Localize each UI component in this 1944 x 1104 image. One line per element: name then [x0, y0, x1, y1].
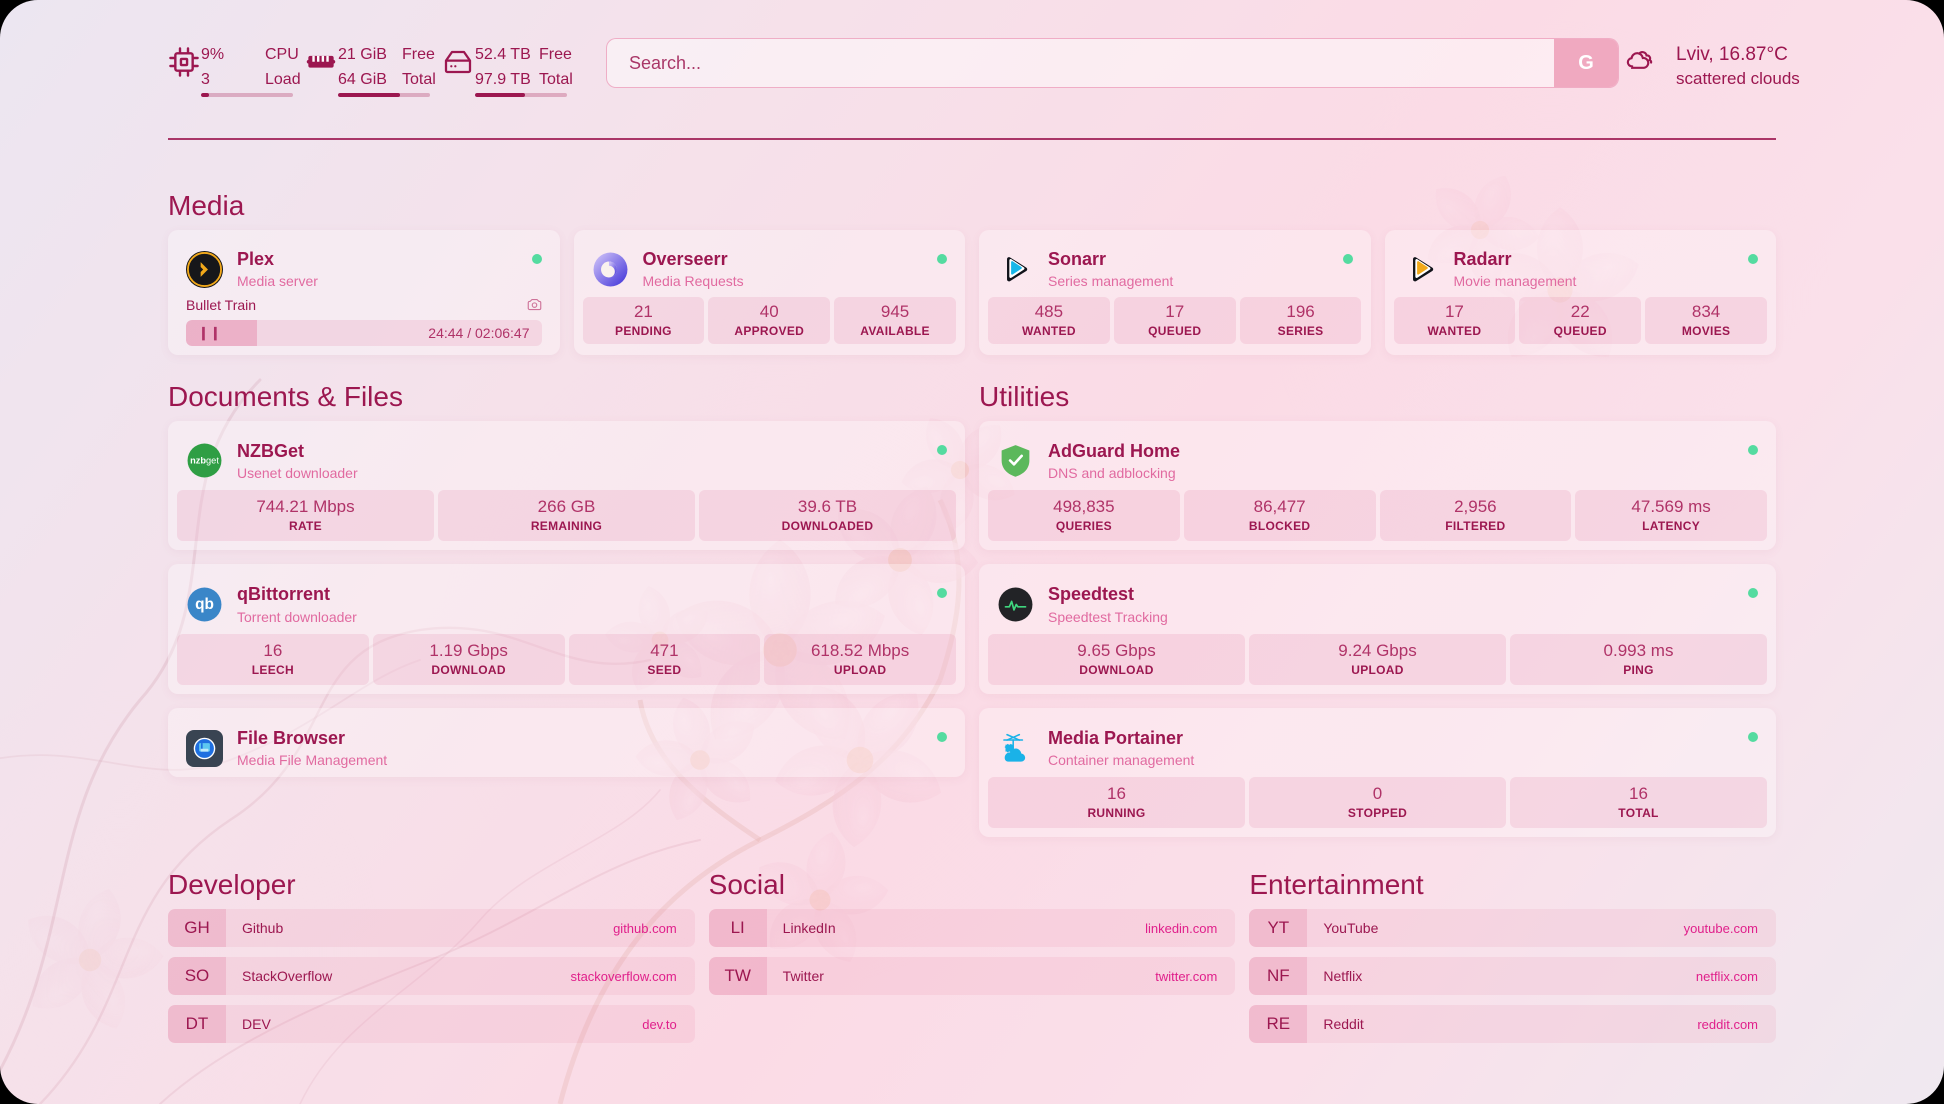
- svg-text:nzbget: nzbget: [190, 456, 219, 466]
- svg-text:qb: qb: [195, 596, 214, 613]
